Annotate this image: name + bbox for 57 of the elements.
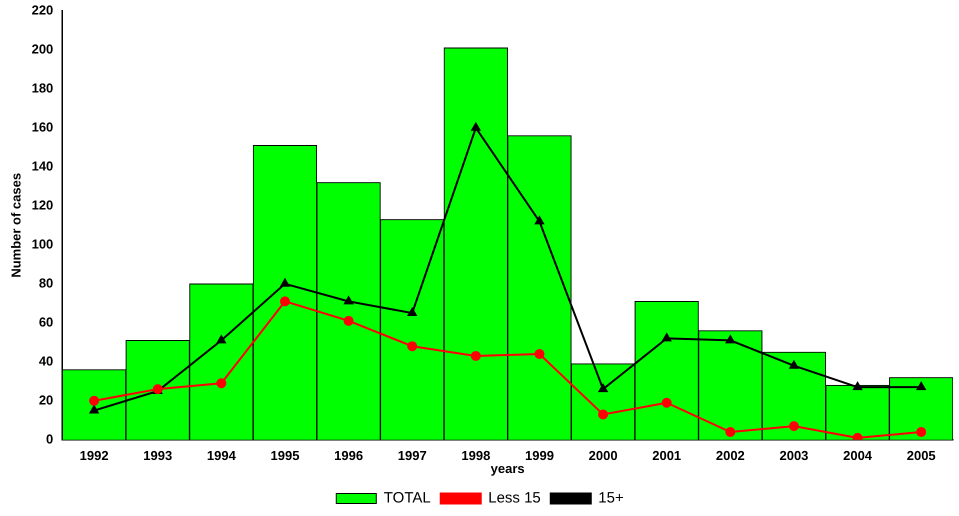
y-tick-label: 20 (38, 392, 54, 408)
point (853, 382, 862, 390)
x-tick-label: 1997 (398, 448, 427, 464)
y-tick-label: 140 (32, 158, 54, 174)
legend-label: TOTAL (384, 490, 431, 507)
point (598, 384, 608, 392)
y-tick-label: 220 (32, 2, 54, 18)
point (788, 421, 799, 432)
point (789, 360, 798, 369)
x-tick-label: 1995 (270, 448, 300, 464)
x-tick-label: 2001 (652, 448, 682, 464)
y-tick-label: 0 (46, 431, 54, 446)
point (471, 122, 480, 131)
point (280, 278, 290, 287)
x-axis-title: years (490, 460, 525, 476)
point (662, 398, 672, 408)
point (216, 378, 226, 388)
y-tick-label: 60 (38, 314, 54, 330)
point (534, 216, 544, 224)
point (725, 427, 736, 437)
x-tick-label: 1999 (524, 448, 554, 464)
point (407, 341, 418, 352)
point (852, 432, 863, 440)
point (90, 406, 99, 414)
legend-label: 15+ (598, 490, 624, 507)
point (344, 296, 354, 304)
point (408, 308, 417, 316)
x-tick-label: 1994 (206, 448, 237, 464)
point (344, 316, 354, 326)
y-axis-title: Number of cases (8, 172, 24, 278)
legend-label: Less 15 (488, 490, 541, 507)
point (916, 382, 926, 390)
y-tick-label: 40 (38, 353, 54, 368)
point (598, 409, 608, 420)
x-tick-label: 2003 (779, 448, 808, 464)
x-tick-label: 2000 (588, 448, 618, 464)
x-tick-label: 1998 (461, 448, 490, 464)
y-tick-label: 80 (38, 275, 54, 290)
point (470, 350, 481, 361)
y-tick-label: 120 (32, 197, 54, 212)
y-tick-label: 180 (32, 80, 54, 96)
point (216, 335, 226, 344)
y-tick-label: 100 (32, 236, 54, 252)
point (916, 427, 926, 437)
point (726, 335, 735, 344)
point (662, 333, 672, 342)
x-tick-label: 1996 (334, 448, 364, 464)
x-tick-label: 2004 (843, 448, 873, 464)
x-tick-label: 2002 (716, 448, 745, 464)
x-tick-label: 1993 (143, 448, 172, 464)
point (534, 349, 544, 359)
point (89, 396, 100, 406)
y-tick-label: 160 (32, 119, 54, 134)
x-tick-label: 2005 (906, 448, 936, 464)
y-tick-label: 200 (32, 41, 54, 56)
point (280, 296, 290, 306)
x-tick-label: 1992 (80, 448, 109, 464)
